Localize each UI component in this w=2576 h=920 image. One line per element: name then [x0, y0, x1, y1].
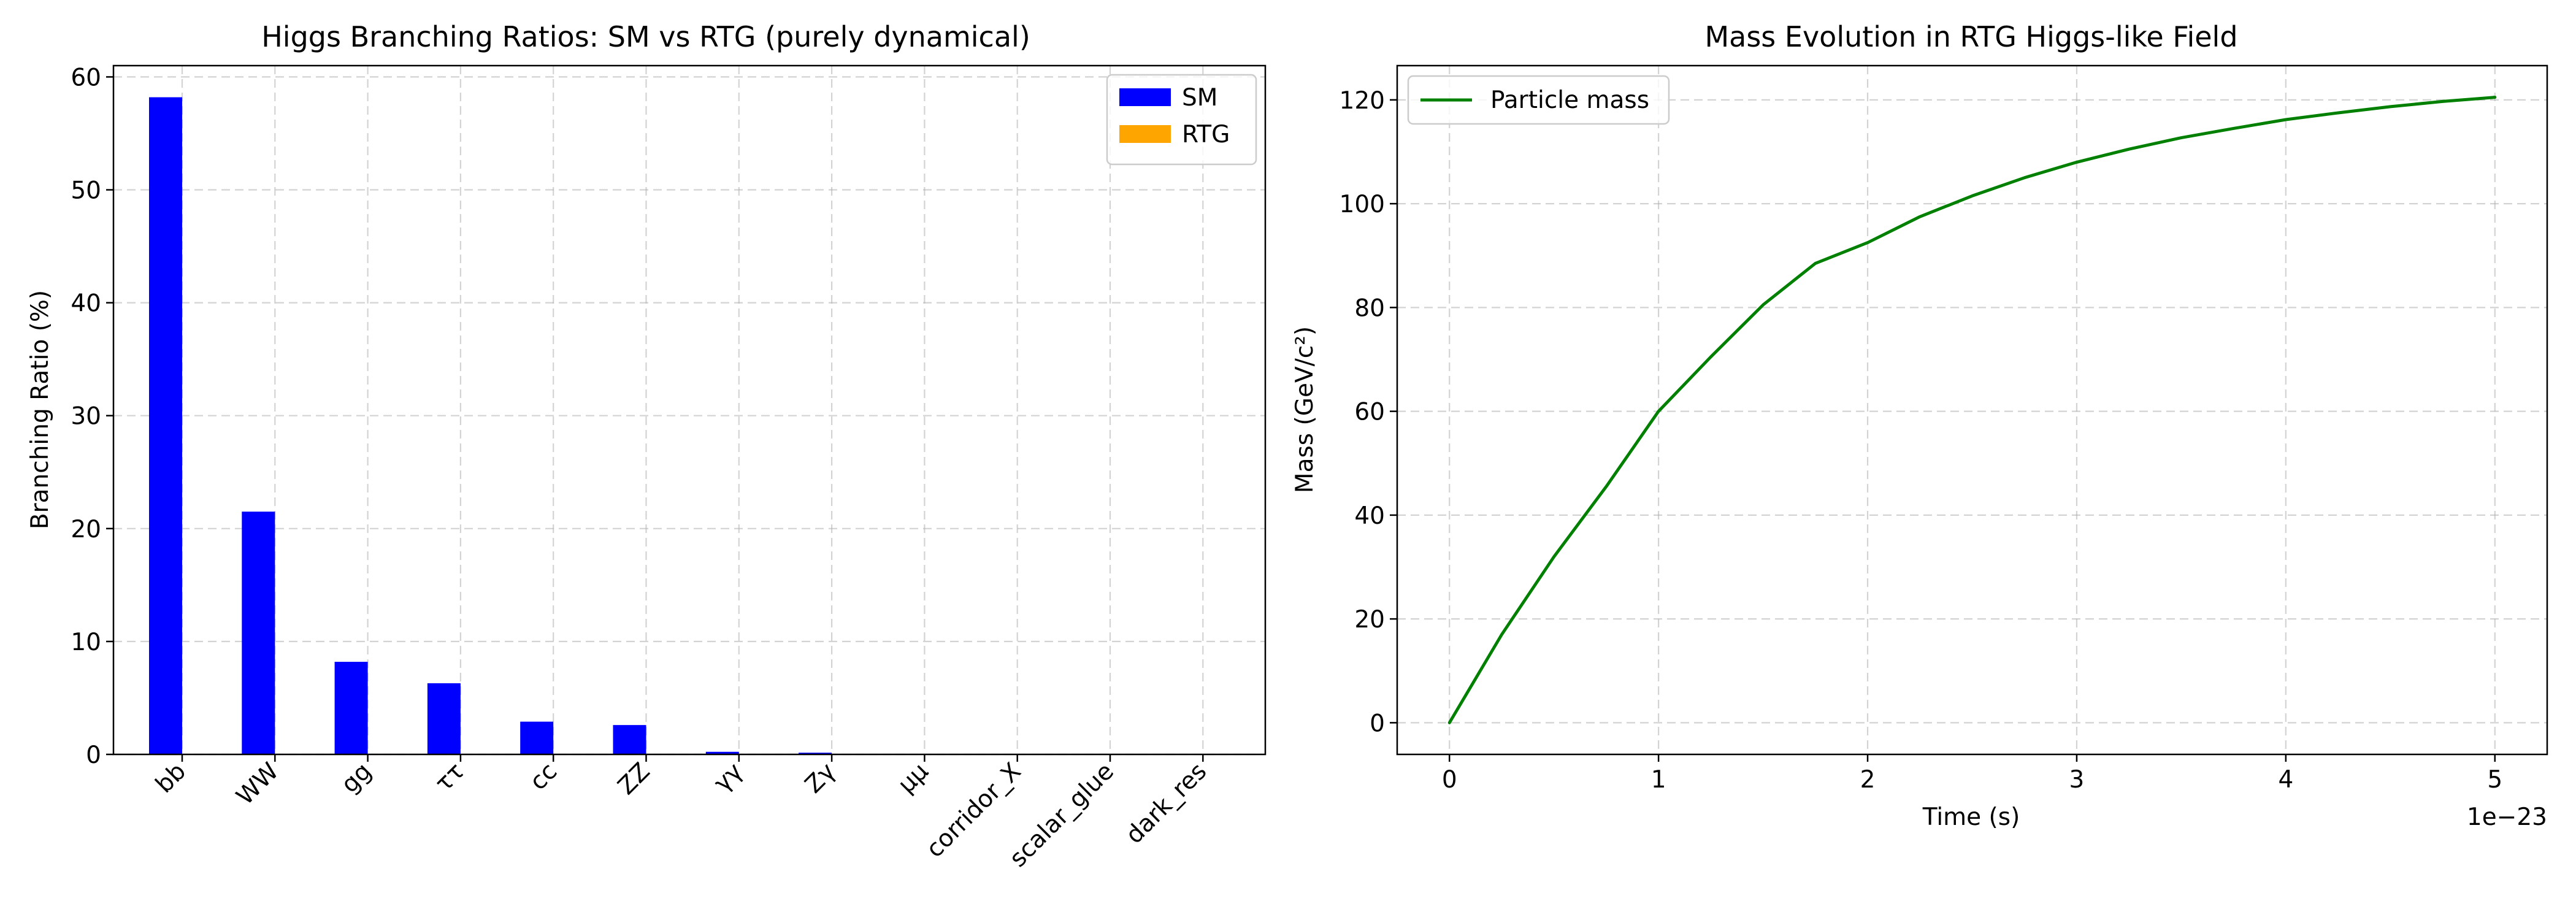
branching-y-tick-label: 50: [71, 177, 101, 205]
branching-y-tick-label: 20: [71, 516, 101, 543]
branching-x-tick-label: dark_res: [1121, 757, 1212, 849]
branching-x-tick-label: cc: [524, 757, 562, 795]
branching-legend: SM RTG: [1106, 74, 1257, 166]
mass-lines: [1447, 96, 2497, 724]
branching-y-tick-label: 60: [71, 64, 101, 91]
branching-y-axis-label: Branching Ratio (%): [26, 290, 54, 529]
bar-sm: [242, 512, 275, 754]
branching-y-tick-label: 0: [86, 742, 101, 769]
bar-sm: [520, 721, 554, 754]
bar-sm: [334, 662, 368, 754]
branching-bars: [149, 97, 925, 754]
bar-sm: [799, 753, 832, 754]
mass-y-tick-label: 60: [1354, 399, 1385, 426]
mass-chart-title: Mass Evolution in RTG Higgs-like Field: [1704, 20, 2237, 53]
mass-x-offset-label: 1e−23: [2467, 803, 2547, 831]
mass-evolution-chart: Mass Evolution in RTG Higgs-like Field 0…: [1291, 20, 2548, 831]
legend-label-particle-mass: Particle mass: [1490, 86, 1649, 114]
mass-y-tick-label: 80: [1354, 294, 1385, 322]
series-line-particle-mass: [1447, 96, 2497, 724]
branching-ratio-chart: Higgs Branching Ratios: SM vs RTG (purel…: [26, 20, 1267, 873]
branching-x-tick-label: μμ: [893, 757, 934, 799]
mass-grid: [1397, 66, 2547, 754]
mass-x-tick-label: 2: [1860, 766, 1876, 794]
branching-x-tick-label: WW: [231, 757, 284, 810]
branching-y-tick-label: 40: [71, 290, 101, 318]
mass-plot-frame: [1396, 64, 2548, 756]
bar-sm: [613, 725, 646, 754]
branching-y-tick-label: 10: [71, 629, 101, 656]
mass-y-tick-label: 120: [1340, 87, 1385, 115]
branching-y-ticks: 0 10 20 30 40 50 60: [71, 64, 113, 769]
branching-grid: [113, 66, 1265, 756]
mass-x-tick-label: 3: [2069, 766, 2085, 794]
branching-x-tick-label: gg: [336, 757, 377, 799]
branching-x-tick-label: ττ: [430, 757, 470, 797]
mass-x-ticks: 0 1 2 3 4 5: [1442, 754, 2502, 794]
legend-label-rtg: RTG: [1182, 121, 1230, 148]
branching-x-tick-label: Zγ: [800, 757, 841, 799]
legend-swatch-sm: [1119, 88, 1171, 106]
mass-y-axis-label: Mass (GeV/c²): [1291, 326, 1319, 493]
mass-x-tick-label: 1: [1651, 766, 1666, 794]
mass-x-axis-label: Time (s): [1922, 803, 2020, 831]
bar-sm: [149, 97, 182, 754]
bar-sm: [705, 751, 739, 754]
mass-y-ticks: 0 20 40 60 80 100 120: [1340, 87, 1397, 737]
branching-chart-title: Higgs Branching Ratios: SM vs RTG (purel…: [261, 20, 1030, 53]
branching-x-tick-label: bb: [150, 757, 191, 799]
mass-y-tick-label: 40: [1354, 502, 1385, 530]
bar-sm: [427, 683, 461, 754]
mass-x-tick-label: 4: [2278, 766, 2293, 794]
branching-x-tick-label: γγ: [708, 757, 748, 797]
legend-label-sm: SM: [1182, 84, 1217, 112]
branching-x-tick-label: ZZ: [613, 757, 656, 800]
mass-x-tick-label: 5: [2487, 766, 2502, 794]
mass-y-tick-label: 20: [1354, 606, 1385, 634]
branching-plot-frame: [112, 64, 1267, 756]
mass-legend-box: [1407, 75, 1670, 125]
mass-y-tick-label: 100: [1340, 191, 1385, 218]
legend-swatch-rtg: [1119, 125, 1171, 143]
mass-x-tick-label: 0: [1442, 766, 1457, 794]
mass-y-tick-label: 0: [1370, 710, 1385, 737]
branching-y-tick-label: 30: [71, 403, 101, 431]
mass-legend: Particle mass: [1407, 75, 1670, 125]
